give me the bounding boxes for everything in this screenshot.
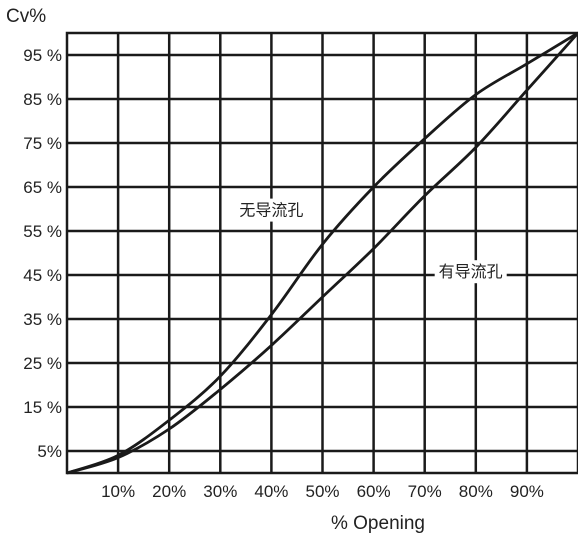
y-tick-label: 75 % [23,134,62,153]
y-tick-label: 5% [37,442,62,461]
y-tick-label: 45 % [23,266,62,285]
y-tick-label: 25 % [23,354,62,373]
x-tick-label: 90% [510,482,544,501]
x-tick-label: 80% [459,482,493,501]
x-axis-title: % Opening [331,513,425,534]
x-tick-label: 20% [152,482,186,501]
tick-labels: 10% 20% 30% 40% 50% 60% 70% 80% 90% 5% 15 % 25 % 35 … [23,46,544,501]
y-tick-label: 85 % [23,90,62,109]
series-label-background [434,260,507,284]
grid [65,31,578,475]
x-tick-label: 50% [305,482,339,501]
series-line-2 [66,32,578,475]
series-line-1 [66,31,578,475]
series-label-1: 无导流孔 [239,201,303,220]
y-axis-title: Cv% [6,6,46,27]
x-tick-label: 60% [357,482,391,501]
y-tick-label: 65 % [23,178,62,197]
x-tick-label: 30% [203,482,237,501]
x-tick-label: 10% [101,482,135,501]
series-lines [66,31,578,475]
series-label-background [235,198,308,222]
y-tick-label: 55 % [23,222,62,241]
series-label-2: 有导流孔 [439,262,503,281]
x-tick-label: 70% [408,482,442,501]
x-tick-label: 40% [254,482,288,501]
y-tick-label: 95 % [23,46,62,65]
y-tick-label: 15 % [23,398,62,417]
y-tick-label: 35 % [23,310,62,329]
